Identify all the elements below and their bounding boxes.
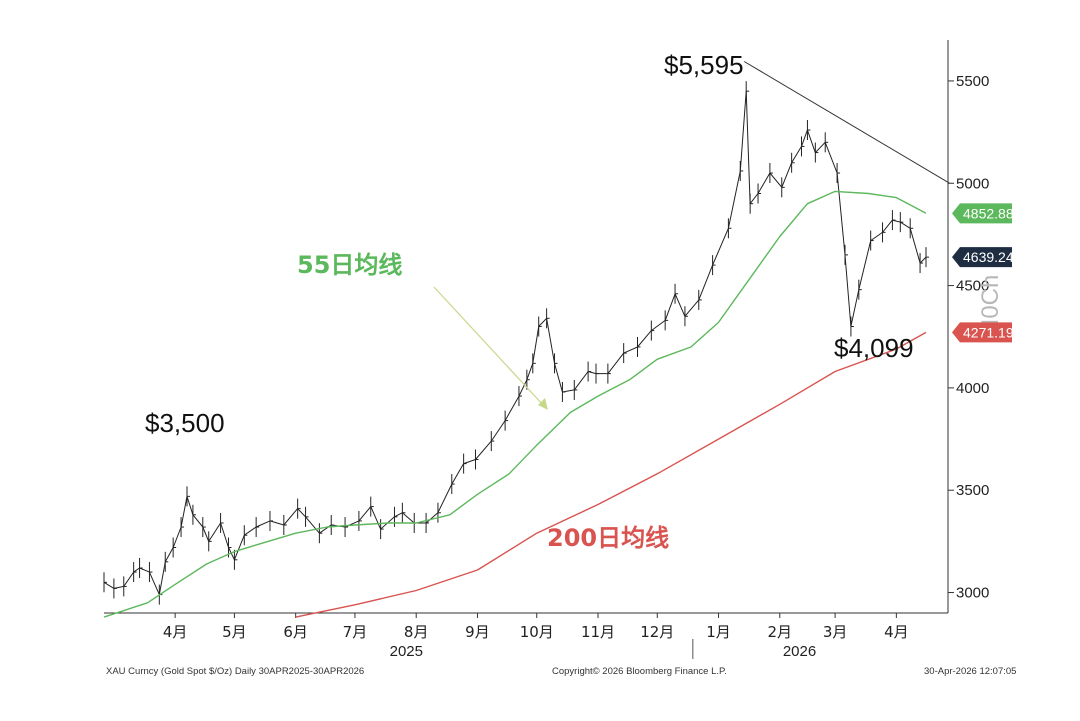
price-line xyxy=(103,90,927,596)
x-month-label: 2月 xyxy=(768,623,793,641)
x-month-label: 4月 xyxy=(884,623,909,641)
y-axis: 3000 3500 4000 4500 5000 5500 xyxy=(948,73,989,602)
x-month-label: 4月 xyxy=(163,623,188,641)
y-tick-label: 4500 xyxy=(956,278,989,295)
x-month-label: 8月 xyxy=(404,623,429,641)
footer-timestamp: 30-Apr-2026 12:07:05 xyxy=(924,666,1017,677)
price-tag-label-1: 4639.24 xyxy=(963,249,1014,265)
y-tick-label: 3000 xyxy=(956,585,989,602)
price-tag-0 xyxy=(952,203,1012,224)
price-tag-2 xyxy=(952,322,1012,343)
x-month-label: 1月 xyxy=(706,623,731,641)
x-year-label: 2025 xyxy=(390,643,423,660)
ma200-line xyxy=(295,331,927,618)
y-tick-label: 3500 xyxy=(956,482,989,499)
y-tick-label: 5500 xyxy=(956,73,989,90)
plot-area xyxy=(104,40,949,614)
ma200-label: 200日均线 xyxy=(547,524,669,552)
x-axis: 4月 5月 6月 7月 8月 9月 10月 11月 12月 1月 2月 3月 4月 2025 2026 xyxy=(163,613,909,660)
price-tag-1 xyxy=(952,247,1012,268)
annotation-5595: $5,595 xyxy=(664,50,744,80)
ma55-pointer-arrowhead xyxy=(538,398,548,410)
trendline xyxy=(743,61,950,184)
x-month-label: 7月 xyxy=(343,623,368,641)
footer-instrument: XAU Curncy (Gold Spot $/Oz) Daily 30APR2… xyxy=(106,666,365,677)
x-month-label: 6月 xyxy=(283,623,308,641)
x-year-label: 2026 xyxy=(783,643,816,660)
x-month-label: 12月 xyxy=(640,623,674,641)
x-month-label: 9月 xyxy=(465,623,490,641)
price-tag-layer: 4852.88 4639.24 4271.19 xyxy=(952,203,1014,343)
annotation-3500: $3,500 xyxy=(145,408,225,438)
y-tick-label: 4000 xyxy=(956,380,989,397)
ma55-line xyxy=(103,190,927,618)
price-tag-label-2: 4271.19 xyxy=(963,324,1014,340)
x-month-label: 5月 xyxy=(222,623,247,641)
price-tag-label-0: 4852.88 xyxy=(963,205,1014,221)
x-month-label: 11月 xyxy=(581,623,615,641)
ma55-label: 55日均线 xyxy=(297,251,402,279)
series-layer xyxy=(103,61,950,618)
x-month-label: 10月 xyxy=(520,623,554,641)
vertical-logo-text: I0Ch xyxy=(977,275,1004,326)
x-month-label: 3月 xyxy=(823,623,848,641)
y-tick-label: 5000 xyxy=(956,175,989,192)
ma55-pointer-arrow xyxy=(433,286,545,407)
annotation-layer: $3,500 $5,595 $4,099 55日均线 200日均线 I0Ch xyxy=(145,50,1004,552)
footer-copyright: Copyright© 2026 Bloomberg Finance L.P. xyxy=(552,666,727,677)
annotation-4099: $4,099 xyxy=(834,333,914,363)
